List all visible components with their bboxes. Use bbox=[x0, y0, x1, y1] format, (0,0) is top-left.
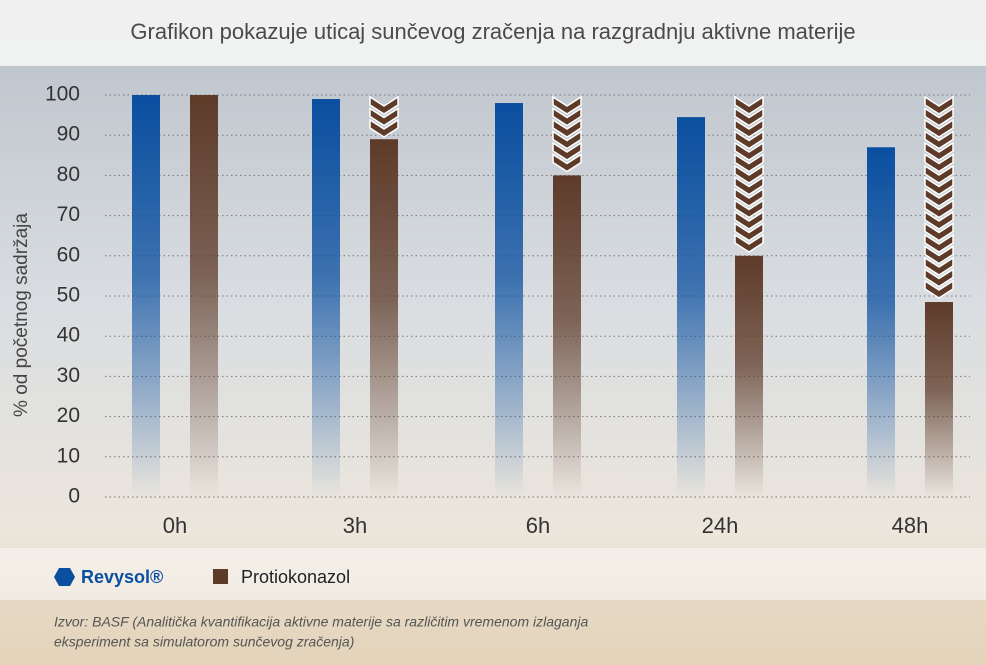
bar bbox=[925, 302, 953, 497]
y-tick-label: 50 bbox=[57, 284, 80, 307]
y-tick-label: 40 bbox=[57, 324, 80, 347]
source-band bbox=[0, 600, 986, 665]
page: Grafikon pokazuje uticaj sunčevog zračen… bbox=[0, 0, 986, 665]
y-tick-label: 80 bbox=[57, 163, 80, 186]
x-tick-label: 6h bbox=[526, 513, 550, 538]
x-tick-label: 24h bbox=[702, 513, 739, 538]
bar bbox=[370, 139, 398, 497]
bar bbox=[495, 103, 523, 497]
x-tick-label: 48h bbox=[892, 513, 929, 538]
y-tick-label: 90 bbox=[57, 123, 80, 146]
bar bbox=[553, 175, 581, 497]
y-tick-label: 70 bbox=[57, 203, 80, 226]
source-line: eksperiment sa simulatorom sunčevog zrač… bbox=[54, 634, 354, 650]
y-tick-label: 60 bbox=[57, 243, 80, 266]
bar bbox=[132, 95, 160, 497]
y-tick-label: 10 bbox=[57, 444, 80, 467]
bar bbox=[190, 95, 218, 497]
bar bbox=[312, 99, 340, 497]
bar bbox=[677, 117, 705, 497]
legend-label: Revysol® bbox=[81, 567, 163, 587]
y-tick-label: 30 bbox=[57, 364, 80, 387]
y-tick-label: 0 bbox=[68, 485, 80, 508]
bar bbox=[735, 256, 763, 497]
source-line: Izvor: BASF (Analitička kvantifikacija a… bbox=[54, 614, 588, 630]
y-tick-label: 20 bbox=[57, 404, 80, 427]
legend-label: Protiokonazol bbox=[241, 567, 350, 587]
x-tick-label: 0h bbox=[163, 513, 187, 538]
x-tick-label: 3h bbox=[343, 513, 367, 538]
chart-title: Grafikon pokazuje uticaj sunčevog zračen… bbox=[130, 19, 855, 44]
y-tick-label: 100 bbox=[45, 83, 80, 106]
bar bbox=[867, 147, 895, 497]
chart: Grafikon pokazuje uticaj sunčevog zračen… bbox=[0, 0, 986, 665]
y-axis-label: % od početnog sadržaja bbox=[11, 213, 32, 417]
legend-swatch bbox=[213, 569, 228, 584]
